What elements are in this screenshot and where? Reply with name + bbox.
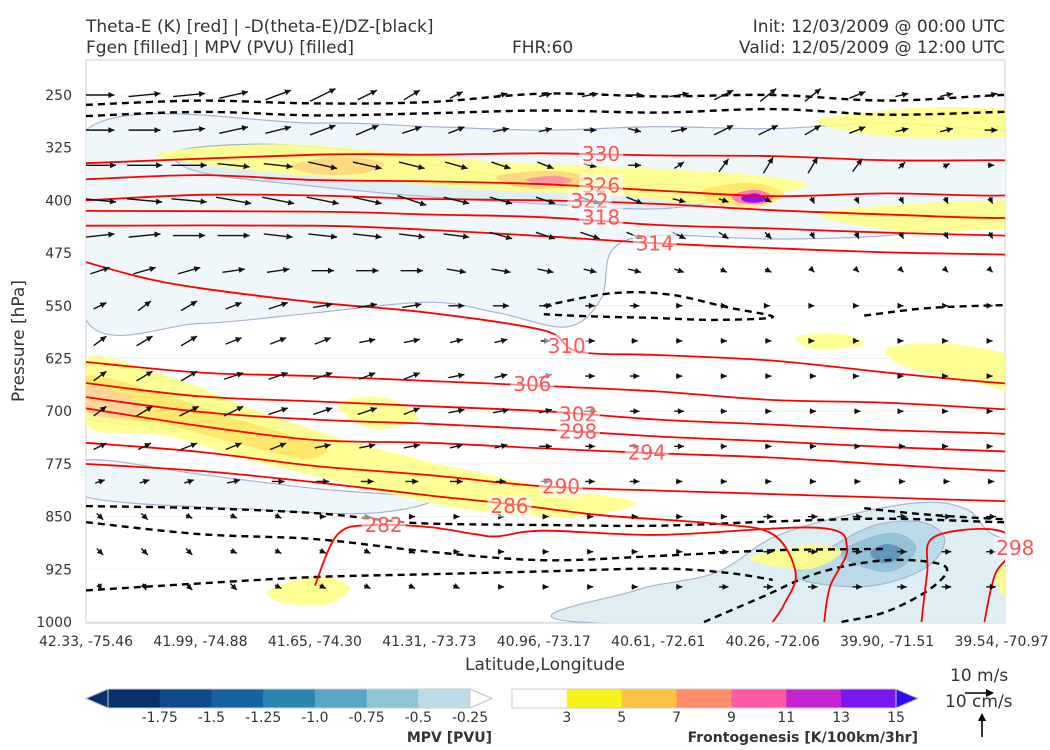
frontogenesis-colorbar-tick: 3 <box>562 710 571 726</box>
frontogenesis-colorbar-tick: 13 <box>832 710 850 726</box>
x-tick-label: 39.54, -70.97 <box>955 634 1049 650</box>
valid-time: Valid: 12/05/2009 @ 12:00 UTC <box>739 38 1005 58</box>
colorbar-extend-right <box>896 689 918 708</box>
y-tick-label: 700 <box>45 404 72 420</box>
colorbar-segment <box>567 689 622 708</box>
theta-e-label: 330 <box>582 142 620 166</box>
y-tick-label: 850 <box>45 510 72 526</box>
title-line-1: Theta-E (K) [red] | -D(theta-E)/DZ-[blac… <box>85 17 434 37</box>
colorbar-segment <box>622 689 677 708</box>
y-tick-label: 400 <box>45 193 72 209</box>
frontogenesis-colorbar-tick: 11 <box>777 710 795 726</box>
colorbar-segment <box>418 689 470 708</box>
theta-e-label: 310 <box>548 334 586 358</box>
vector-key-vertical-label: 10 cm/s <box>945 692 1013 712</box>
y-tick-label: 475 <box>45 246 72 262</box>
colorbar-segment <box>263 689 315 708</box>
x-tick-label: 40.26, -72.06 <box>726 634 820 650</box>
vector-key-horizontal-label: 10 m/s <box>950 666 1008 686</box>
colorbar-extend-left <box>86 689 108 708</box>
theta-e-label: 290 <box>542 474 580 498</box>
x-tick-label: 41.99, -74.88 <box>153 634 247 650</box>
x-tick-label: 41.65, -74.30 <box>268 634 362 650</box>
mpv-colorbar-label: MPV [PVU] <box>407 730 492 746</box>
x-axis-ticks: 42.33, -75.46 41.99, -74.88 41.65, -74.30 4… <box>39 634 1049 650</box>
colorbar-segment <box>677 689 732 708</box>
title-line-2: Fgen [filled] | MPV (PVU) [filled] <box>86 38 354 58</box>
x-tick-label: 41.31, -73.73 <box>382 634 476 650</box>
init-time: Init: 12/03/2009 @ 00:00 UTC <box>753 17 1005 37</box>
colorbar-segment <box>731 689 786 708</box>
colorbar-segment <box>108 689 160 708</box>
mpv-colorbar-tick: -1.0 <box>301 710 328 726</box>
y-tick-label: 775 <box>45 457 72 473</box>
frontogenesis-colorbar-label: Frontogenesis [K/100km/3hr] <box>688 730 918 746</box>
y-axis-ticks: 250 325 400 475 550 625 700 775 850 925 1000 <box>36 88 72 631</box>
colorbar-segment <box>512 689 567 708</box>
mpv-colorbar: -1.75 -1.5 -1.25 -1.0 -0.75 -0.5 -0.25 <box>86 689 492 726</box>
mpv-colorbar-tick: -1.5 <box>198 710 225 726</box>
mpv-colorbar-tick: -0.5 <box>405 710 432 726</box>
theta-e-label: 306 <box>513 372 551 396</box>
colorbar-segment <box>160 689 212 708</box>
frontogenesis-colorbar-tick: 9 <box>727 710 736 726</box>
theta-e-label: 282 <box>364 513 402 537</box>
y-tick-label: 250 <box>45 88 72 104</box>
mpv-region <box>1036 400 1050 456</box>
y-tick-label: 550 <box>45 299 72 315</box>
theta-e-label: 294 <box>628 441 666 465</box>
theta-e-label: 314 <box>636 231 674 255</box>
frontogenesis-colorbar-tick: 15 <box>887 710 905 726</box>
y-tick-label: 925 <box>45 562 72 578</box>
x-tick-label: 42.33, -75.46 <box>39 634 133 650</box>
colorbar-segment <box>841 689 896 708</box>
frontogenesis-colorbar: 3 5 7 9 11 13 15 <box>512 689 918 726</box>
colorbar-segment <box>211 689 263 708</box>
frontogenesis-colorbar-tick: 7 <box>672 710 681 726</box>
y-tick-label: 625 <box>45 352 72 368</box>
forecast-hour: FHR:60 <box>512 38 573 58</box>
vector-key-vertical-arrowhead <box>978 713 986 721</box>
theta-e-label: 298 <box>559 420 597 444</box>
colorbar-segment <box>315 689 367 708</box>
mpv-colorbar-tick: -0.75 <box>348 710 384 726</box>
mpv-colorbar-tick: -0.25 <box>452 710 488 726</box>
mpv-colorbar-tick: -1.75 <box>142 710 178 726</box>
colorbar-segment <box>367 689 419 708</box>
colorbar-segment <box>786 689 841 708</box>
colorbar-extend-right <box>470 689 492 708</box>
x-tick-label: 40.61, -72.61 <box>611 634 705 650</box>
x-axis-label: Latitude,Longitude <box>465 655 625 675</box>
mpv-colorbar-tick: -1.25 <box>245 710 281 726</box>
theta-e-label: 286 <box>490 494 528 518</box>
y-tick-label: 1000 <box>36 615 72 631</box>
frontogenesis-colorbar-tick: 5 <box>617 710 626 726</box>
theta-e-label: 298 <box>996 536 1034 560</box>
x-tick-label: 40.96, -73.17 <box>497 634 591 650</box>
y-axis-label: Pressure [hPa] <box>9 280 29 402</box>
y-tick-label: 325 <box>45 141 72 157</box>
x-tick-label: 39.90, -71.51 <box>840 634 934 650</box>
theta-e-label: 318 <box>582 205 620 229</box>
